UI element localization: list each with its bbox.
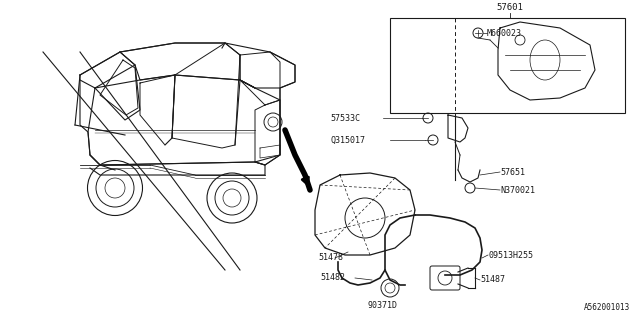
Text: 51482: 51482 [320,274,345,283]
Text: Q315017: Q315017 [330,135,365,145]
Bar [390,18,625,113]
Text: 57651: 57651 [500,167,525,177]
Text: 90371D: 90371D [367,300,397,309]
Text: A562001013: A562001013 [584,303,630,312]
Text: 57533C: 57533C [330,114,360,123]
Text: 09513H255: 09513H255 [488,251,533,260]
Text: N370021: N370021 [500,186,535,195]
Text: 57601: 57601 [497,3,524,12]
Text: M660023: M660023 [487,28,522,37]
Text: 51478: 51478 [318,253,343,262]
Text: 51487: 51487 [480,276,505,284]
